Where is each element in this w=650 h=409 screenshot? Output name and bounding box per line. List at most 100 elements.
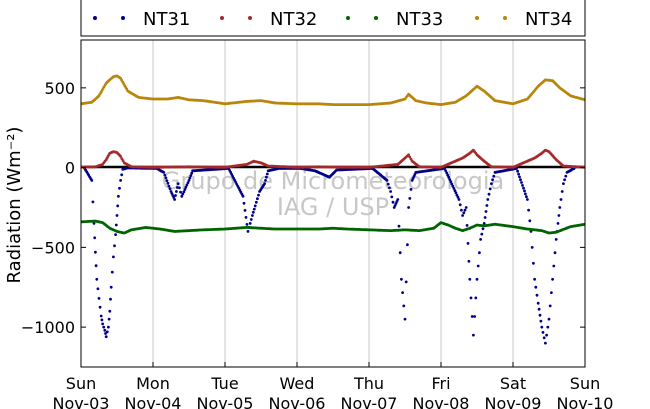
data-point bbox=[553, 251, 557, 255]
y-axis-label: Radiation (Wm⁻²) bbox=[4, 127, 25, 284]
data-point bbox=[96, 287, 100, 291]
data-point bbox=[465, 224, 469, 227]
data-point bbox=[242, 201, 246, 205]
data-point bbox=[244, 216, 248, 219]
data-point bbox=[115, 214, 119, 217]
data-point bbox=[533, 277, 536, 281]
legend-label: NT32 bbox=[270, 9, 317, 30]
data-point bbox=[523, 189, 526, 193]
data-point bbox=[540, 325, 544, 329]
data-point bbox=[94, 250, 97, 254]
x-tick-label-day: Sun bbox=[66, 374, 96, 393]
data-point bbox=[120, 157, 124, 161]
legend-label: NT31 bbox=[143, 9, 190, 30]
data-point bbox=[458, 203, 462, 207]
data-point bbox=[104, 335, 108, 339]
y-tick-label: 500 bbox=[44, 79, 75, 98]
data-point bbox=[385, 179, 389, 182]
x-tick-label-date: Nov-09 bbox=[485, 394, 542, 409]
data-point bbox=[390, 195, 394, 199]
data-point bbox=[409, 188, 413, 191]
data-point bbox=[518, 175, 521, 179]
y-tick-label: −500 bbox=[31, 238, 75, 257]
data-point bbox=[265, 172, 269, 176]
data-point bbox=[162, 171, 166, 174]
data-point bbox=[175, 186, 179, 189]
legend-marker bbox=[374, 16, 378, 20]
data-point bbox=[114, 223, 118, 227]
data-point bbox=[175, 190, 178, 193]
data-point bbox=[263, 182, 266, 186]
data-point bbox=[105, 330, 109, 334]
watermark-line-1: Grupo de Micrometeorologia bbox=[162, 167, 504, 195]
data-point bbox=[257, 193, 260, 197]
data-point bbox=[251, 210, 255, 214]
data-point bbox=[99, 314, 103, 318]
legend-marker bbox=[475, 16, 479, 20]
data-point bbox=[408, 155, 412, 159]
data-point bbox=[408, 197, 412, 200]
data-point bbox=[120, 173, 124, 177]
legend-marker bbox=[248, 16, 252, 20]
data-point bbox=[91, 200, 95, 204]
data-point bbox=[166, 181, 170, 185]
data-point bbox=[181, 192, 185, 196]
data-point bbox=[397, 224, 401, 228]
x-axis: SunNov-03MonNov-04TueNov-05WedNov-06ThuN… bbox=[53, 362, 613, 409]
data-point bbox=[486, 198, 490, 201]
data-point bbox=[559, 198, 563, 201]
data-point bbox=[482, 222, 486, 225]
data-point bbox=[487, 192, 491, 196]
data-point bbox=[488, 187, 492, 191]
data-point bbox=[455, 193, 459, 197]
data-point bbox=[121, 159, 125, 163]
data-point bbox=[466, 242, 470, 245]
data-point bbox=[542, 336, 546, 340]
plot-frame bbox=[80, 39, 586, 368]
data-point bbox=[564, 174, 568, 178]
legend-label: NT33 bbox=[396, 9, 443, 30]
data-point bbox=[554, 238, 558, 241]
data-point bbox=[103, 328, 107, 332]
x-tick-label-date: Nov-07 bbox=[341, 394, 398, 409]
data-point bbox=[185, 183, 189, 187]
data-point bbox=[484, 210, 488, 213]
data-point bbox=[470, 315, 474, 318]
data-point bbox=[461, 214, 464, 217]
data-point bbox=[116, 204, 120, 208]
data-point bbox=[265, 175, 268, 179]
data-point bbox=[119, 155, 122, 158]
data-point bbox=[491, 178, 494, 182]
data-point bbox=[253, 204, 257, 208]
data-point bbox=[178, 186, 181, 190]
data-point bbox=[464, 206, 468, 209]
data-point bbox=[521, 184, 524, 187]
data-point bbox=[536, 301, 540, 305]
data-point bbox=[534, 285, 538, 289]
y-tick-label: 0 bbox=[65, 159, 75, 178]
data-point bbox=[107, 317, 111, 321]
data-point bbox=[113, 244, 116, 248]
data-point bbox=[490, 182, 493, 186]
data-point bbox=[454, 191, 458, 195]
data-point bbox=[560, 190, 564, 193]
data-point bbox=[114, 233, 117, 237]
x-tick-label-date: Nov-05 bbox=[197, 394, 254, 409]
data-point bbox=[467, 259, 471, 263]
data-point bbox=[445, 171, 449, 175]
data-point bbox=[165, 179, 169, 183]
x-tick-label-day: Fri bbox=[431, 374, 450, 393]
data-point bbox=[254, 200, 258, 204]
y-axis: 500 0 −500 −1000 bbox=[21, 79, 585, 337]
series-layer bbox=[81, 74, 585, 345]
data-point bbox=[95, 277, 99, 281]
y-tick-label: −1000 bbox=[21, 318, 75, 337]
data-point bbox=[478, 251, 481, 255]
data-point bbox=[444, 169, 447, 173]
data-point bbox=[463, 208, 467, 212]
series-nt33 bbox=[81, 219, 585, 235]
data-point bbox=[93, 236, 97, 240]
data-point bbox=[550, 291, 553, 294]
data-point bbox=[402, 304, 406, 308]
data-point bbox=[462, 211, 466, 215]
